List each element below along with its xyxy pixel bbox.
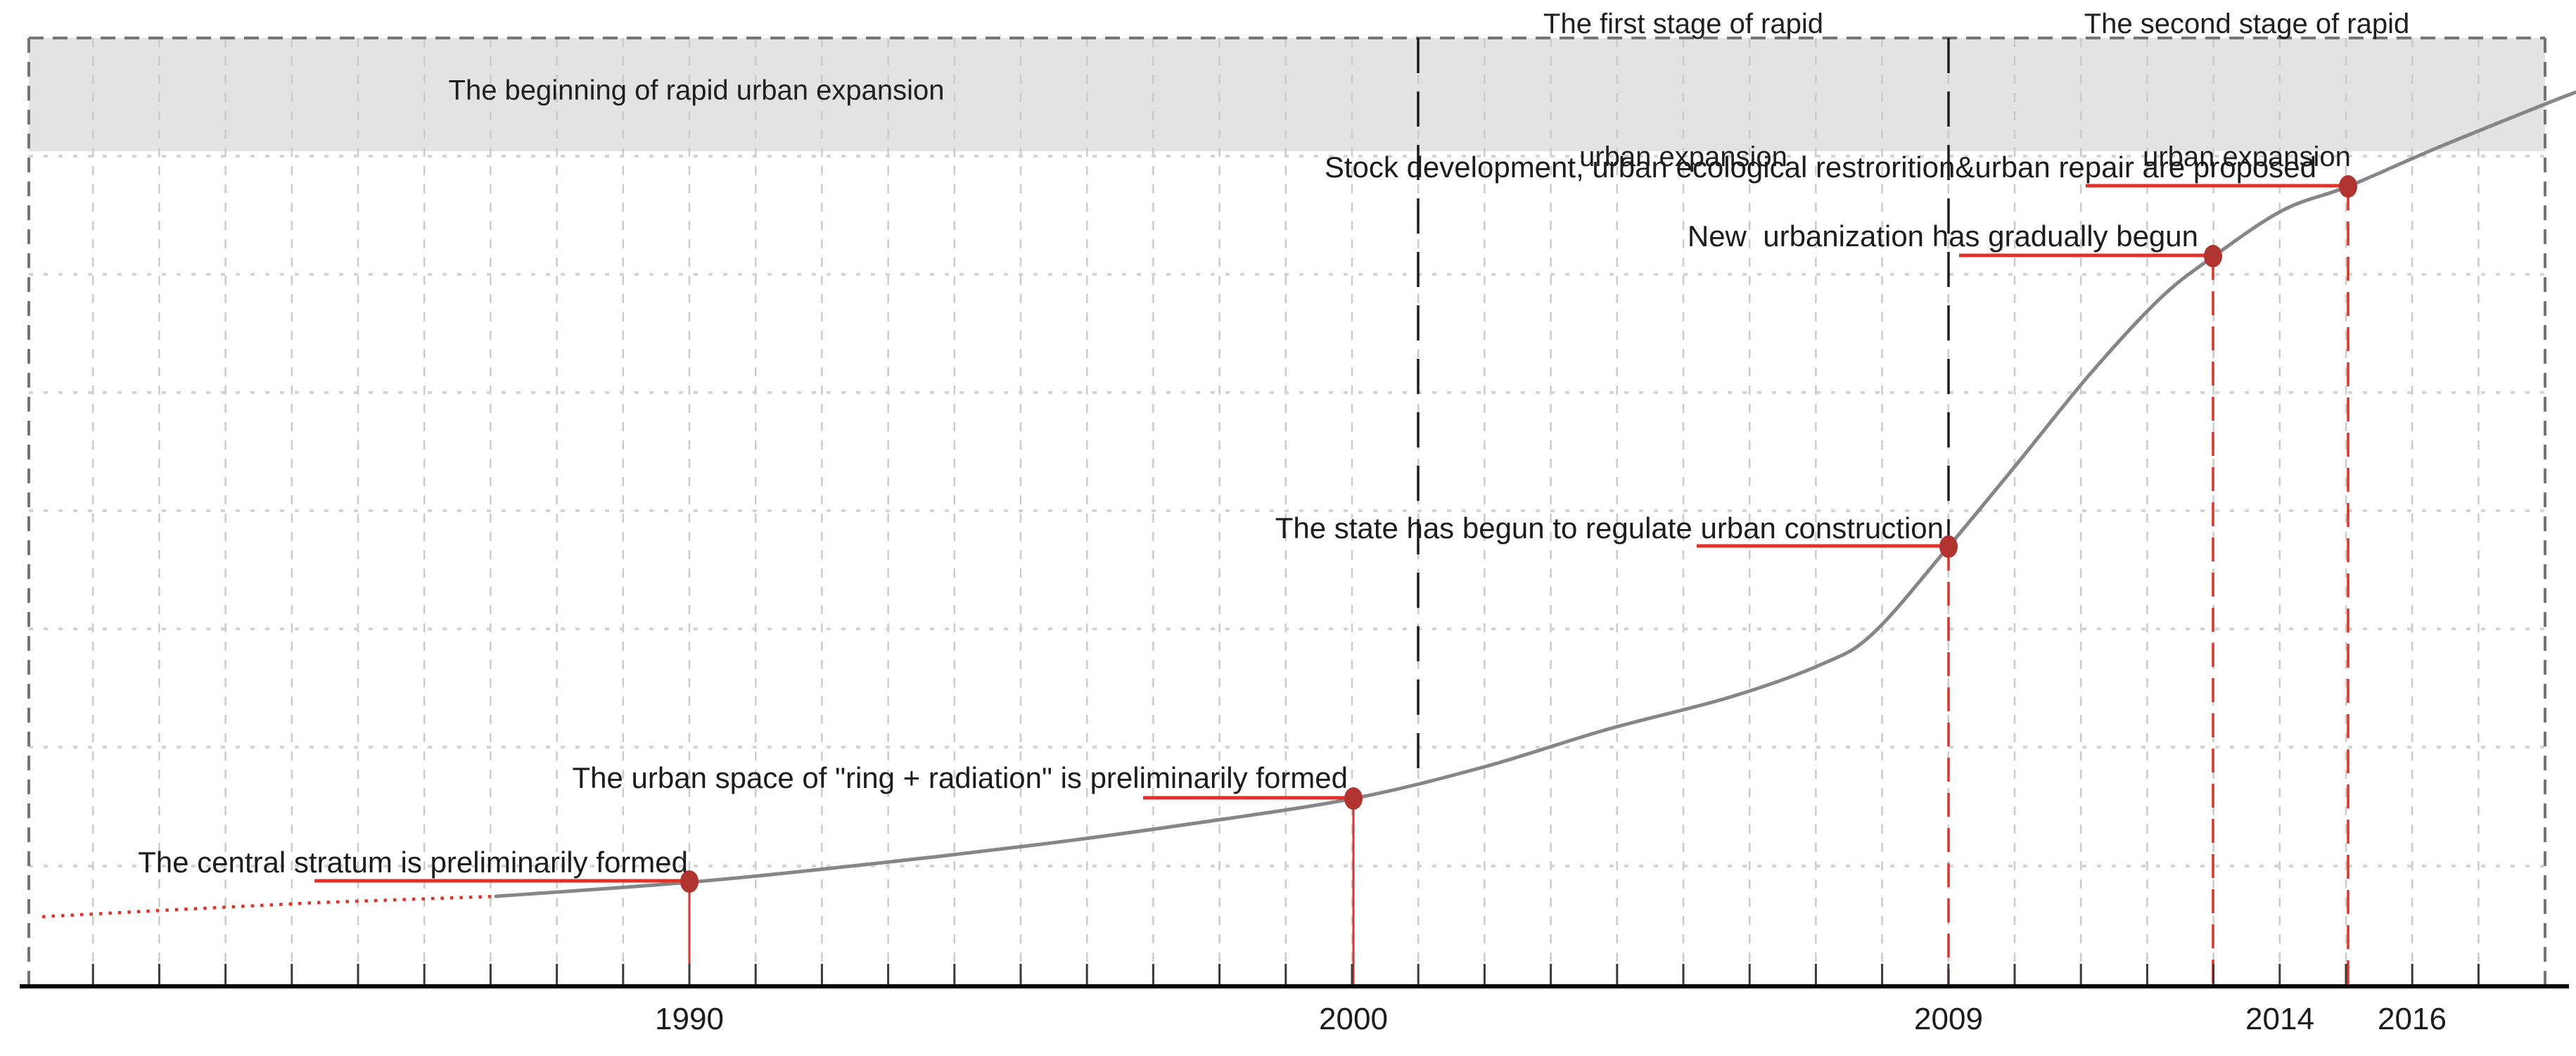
event-dot	[1344, 787, 1363, 810]
event-dot	[1939, 535, 1958, 558]
event-dot	[2204, 245, 2222, 267]
lead-in-dotted-curve	[42, 894, 497, 919]
event-dot	[2339, 175, 2357, 198]
event-dot	[680, 870, 699, 893]
stage-band	[29, 38, 2545, 151]
growth-curve	[494, 90, 2576, 898]
